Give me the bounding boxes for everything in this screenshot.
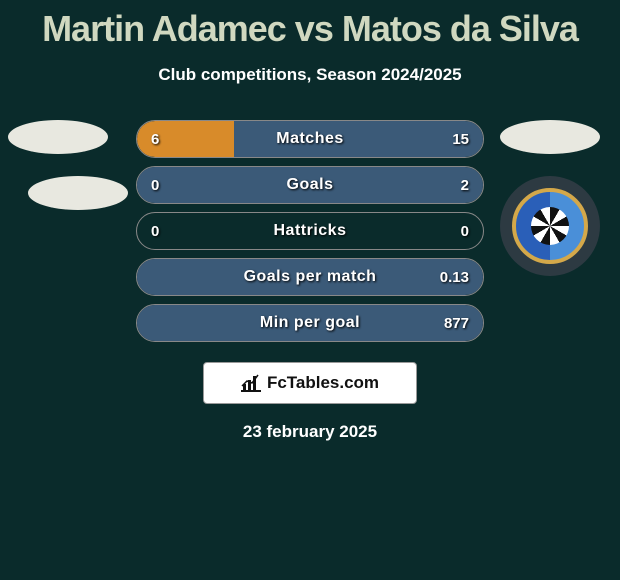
stat-row: 00Hattricks xyxy=(136,212,484,250)
date-line: 23 february 2025 xyxy=(0,422,620,442)
chart-icon xyxy=(241,374,261,392)
club-badge xyxy=(500,176,600,276)
page-title: Martin Adamec vs Matos da Silva xyxy=(0,0,620,50)
brand-text: FcTables.com xyxy=(267,373,379,393)
stat-row: 877Min per goal xyxy=(136,304,484,342)
stat-label: Matches xyxy=(137,121,483,157)
left-player-avatars xyxy=(8,120,128,232)
player-avatar-placeholder xyxy=(28,176,128,210)
brand-badge: FcTables.com xyxy=(203,362,417,404)
stat-row: 615Matches xyxy=(136,120,484,158)
player-avatar-placeholder xyxy=(500,120,600,154)
stat-row: 0.13Goals per match xyxy=(136,258,484,296)
stats-container: 615Matches 02Goals 00Hattricks 0.13Goals pe… xyxy=(136,120,484,350)
stat-label: Goals per match xyxy=(137,259,483,295)
stat-label: Min per goal xyxy=(137,305,483,341)
stat-label: Hattricks xyxy=(137,213,483,249)
page-subtitle: Club competitions, Season 2024/2025 xyxy=(0,65,620,85)
right-player-avatars xyxy=(500,120,600,276)
player-avatar-placeholder xyxy=(8,120,108,154)
stat-row: 02Goals xyxy=(136,166,484,204)
stat-label: Goals xyxy=(137,167,483,203)
